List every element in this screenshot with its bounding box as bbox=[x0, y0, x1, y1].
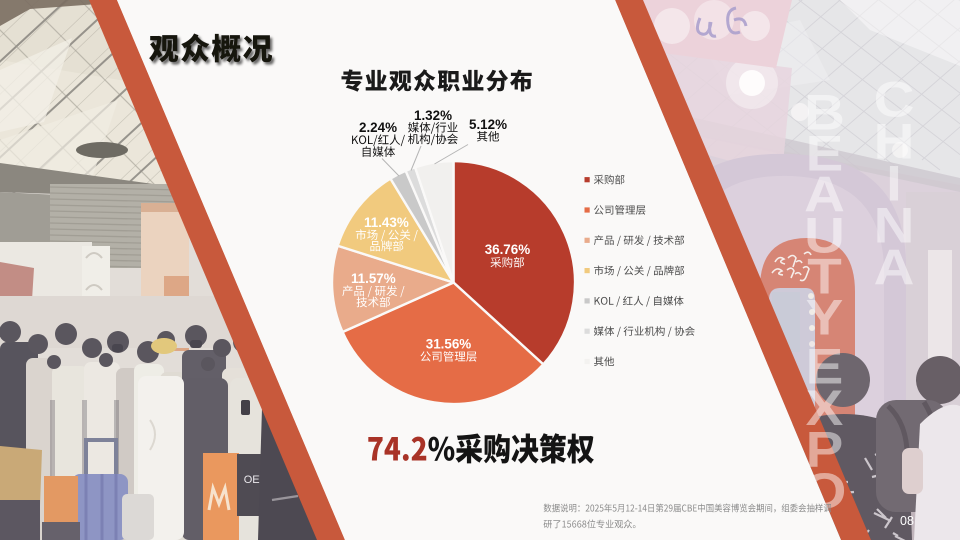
svg-text:E: E bbox=[806, 339, 844, 394]
svg-text:A: A bbox=[804, 167, 845, 222]
svg-text:C: C bbox=[874, 72, 915, 127]
svg-text:B: B bbox=[804, 85, 845, 140]
svg-text:E: E bbox=[806, 126, 844, 181]
svg-text:Y: Y bbox=[806, 290, 844, 345]
svg-text:N: N bbox=[874, 198, 915, 253]
svg-text:1.32%: 1.32% bbox=[414, 108, 452, 123]
svg-text:36.76%: 36.76% bbox=[485, 242, 531, 257]
svg-text:T: T bbox=[807, 249, 842, 304]
svg-text:31.56%: 31.56% bbox=[426, 336, 472, 351]
svg-text:U: U bbox=[804, 208, 845, 263]
svg-text:11.43%: 11.43% bbox=[364, 215, 409, 230]
svg-text:P: P bbox=[806, 422, 844, 477]
svg-text:11.57%: 11.57% bbox=[351, 271, 396, 286]
svg-text:H: H bbox=[874, 114, 915, 169]
svg-text:5.12%: 5.12% bbox=[469, 117, 507, 132]
svg-text:X: X bbox=[806, 381, 844, 436]
svg-text:2.24%: 2.24% bbox=[359, 120, 397, 135]
svg-text:08: 08 bbox=[900, 514, 914, 528]
svg-text:A: A bbox=[874, 240, 915, 295]
svg-text:I: I bbox=[886, 156, 902, 211]
